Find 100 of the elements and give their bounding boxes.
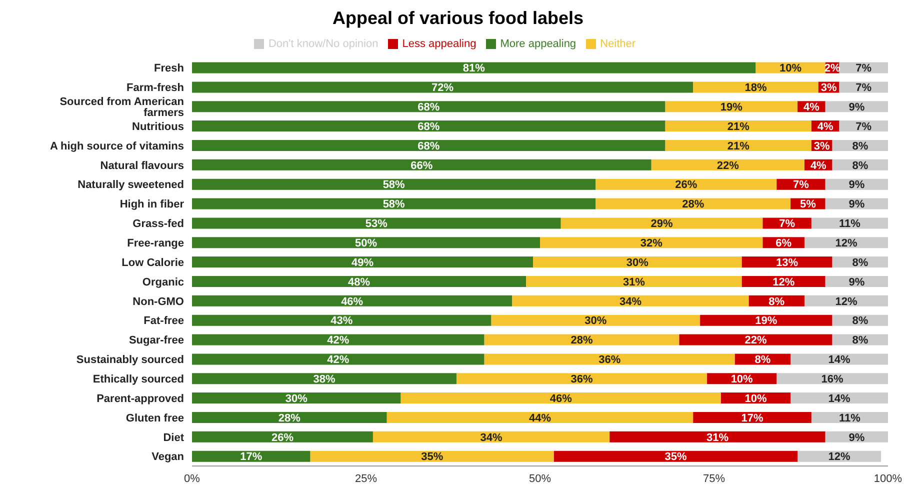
y-tick-label: Diet <box>163 432 184 444</box>
bar <box>484 354 735 365</box>
data-label: 14% <box>828 392 850 405</box>
data-label: 22% <box>716 160 740 172</box>
data-label: 8% <box>754 354 771 366</box>
y-tick-label: Naturally sweetened <box>78 179 184 192</box>
bar <box>776 373 888 384</box>
bar <box>192 178 596 190</box>
chart-title: Appeal of various food labels <box>331 8 585 30</box>
data-label: 28% <box>682 198 704 211</box>
bar <box>560 218 763 229</box>
y-tick-label: Sugar-free <box>128 334 184 347</box>
bar <box>192 450 310 462</box>
bar <box>665 120 812 132</box>
legend-label: Less appealing <box>402 38 476 50</box>
data-label: 11% <box>839 412 861 424</box>
data-label: 31% <box>622 276 646 288</box>
data-label: 4% <box>810 160 827 172</box>
data-label: 31% <box>706 432 729 444</box>
data-label: 10% <box>780 62 802 75</box>
data-label: 17% <box>240 451 262 464</box>
data-label: 12% <box>772 276 795 288</box>
data-label: 36% <box>598 354 621 366</box>
y-tick-label: Fresh <box>154 62 184 75</box>
data-label: 30% <box>285 392 308 405</box>
bar <box>192 120 666 132</box>
bar <box>512 295 749 306</box>
y-tick-label: Ethically sourced <box>92 373 184 386</box>
data-label: 9% <box>848 276 865 288</box>
data-label: 68% <box>418 140 440 152</box>
bar <box>192 62 756 74</box>
data-label: 8% <box>852 334 868 347</box>
y-tick-label: Fat-free <box>144 315 184 328</box>
data-label: 36% <box>570 373 593 386</box>
bar <box>192 373 456 384</box>
bar <box>192 140 666 151</box>
data-label: 68% <box>418 120 440 133</box>
bar <box>192 314 492 326</box>
bar <box>192 198 596 210</box>
legend-label: More appealing <box>500 38 576 50</box>
data-label: 34% <box>619 296 642 308</box>
bar <box>484 334 680 346</box>
y-tick-label: Vegan <box>152 451 184 464</box>
y-tick-label: Gluten free <box>126 412 184 424</box>
bar <box>693 82 818 93</box>
bar <box>192 256 534 268</box>
bar <box>192 82 694 93</box>
data-label: 26% <box>271 432 294 444</box>
legend-label: Neither <box>600 38 636 50</box>
data-label: 8% <box>852 256 868 269</box>
data-label: 19% <box>755 315 778 328</box>
bar <box>400 392 721 404</box>
x-tick-label: 50% <box>528 472 552 485</box>
data-label: 12% <box>835 296 858 308</box>
y-tick-label: Low Calorie <box>122 256 184 269</box>
data-label: 32% <box>640 237 663 250</box>
bar <box>192 334 484 346</box>
y-tick-label: A high source of vitamins <box>50 140 184 152</box>
data-label: 22% <box>744 334 767 347</box>
data-label: 49% <box>352 256 374 269</box>
y-tick-label: Farm-fresh <box>126 82 184 94</box>
data-label: 10% <box>730 373 754 386</box>
y-tick-label: Non-GMO <box>132 296 184 308</box>
data-label: 35% <box>664 451 687 464</box>
data-label: 42% <box>327 354 350 366</box>
data-label: 5% <box>800 198 816 211</box>
data-label: 4% <box>803 101 820 114</box>
data-label: 28% <box>570 334 593 347</box>
data-label: 30% <box>584 315 607 328</box>
bar <box>533 256 742 268</box>
data-label: 7% <box>856 120 872 133</box>
bar <box>192 412 387 423</box>
bar <box>679 334 832 346</box>
bar <box>665 140 812 151</box>
data-label: 8% <box>852 160 868 172</box>
y-tick-label: High in fiber <box>120 198 185 211</box>
data-label: 14% <box>828 354 850 366</box>
bar <box>790 354 888 365</box>
data-label: 50% <box>354 237 378 250</box>
data-label: 58% <box>382 198 406 211</box>
data-label: 3% <box>820 82 838 94</box>
bar <box>192 392 401 404</box>
bar <box>192 237 540 248</box>
bar <box>192 218 561 229</box>
data-label: 13% <box>776 256 798 269</box>
data-label: 7% <box>856 82 872 94</box>
data-label: 29% <box>650 218 674 230</box>
bar <box>700 314 832 326</box>
data-label: 8% <box>852 140 868 152</box>
data-label: 8% <box>768 296 785 308</box>
y-tick-label: Parent-approved <box>96 392 184 405</box>
data-label: 6% <box>776 237 792 250</box>
data-label: 81% <box>462 62 486 75</box>
x-tick-label: 100% <box>874 472 902 485</box>
data-label: 21% <box>727 120 750 133</box>
data-label: 35% <box>421 451 444 464</box>
data-label: 66% <box>410 160 433 172</box>
data-label: 28% <box>278 412 301 424</box>
data-label: 42% <box>327 334 350 347</box>
y-tick-label: Organic <box>142 276 184 288</box>
